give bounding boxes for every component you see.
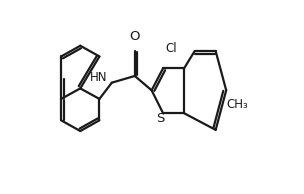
Text: HN: HN xyxy=(90,71,108,84)
Text: O: O xyxy=(130,30,140,43)
Text: S: S xyxy=(157,112,165,125)
Text: Cl: Cl xyxy=(165,42,177,55)
Text: CH₃: CH₃ xyxy=(226,98,248,111)
